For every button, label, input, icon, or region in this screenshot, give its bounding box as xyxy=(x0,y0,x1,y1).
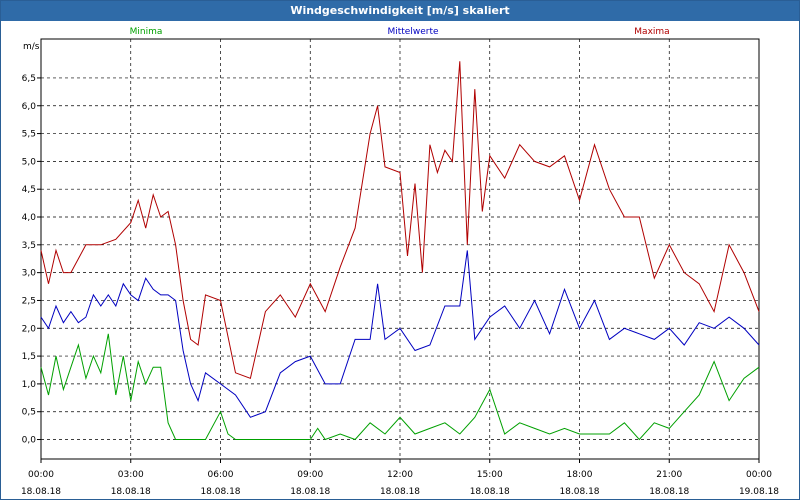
grid xyxy=(41,39,759,459)
y-tick-label: 1,5 xyxy=(22,352,36,362)
x-axis: 00:00 18.08.18 03:00 18.08.18 06:00 18.08.18 0… xyxy=(21,459,779,497)
legend-maxima: Maxima xyxy=(634,27,669,37)
x-tick-time: 03:00 xyxy=(118,470,144,480)
x-tick-date: 18.08.18 xyxy=(290,487,330,497)
y-tick-label: 2,5 xyxy=(22,296,36,306)
y-axis-label: m/s xyxy=(23,42,40,52)
x-tick-time: 00:00 xyxy=(28,470,54,480)
x-tick-date: 18.08.18 xyxy=(470,487,510,497)
series-line-mittelwerte xyxy=(40,250,760,418)
x-tick-date: 18.08.18 xyxy=(649,487,689,497)
y-tick-label: 3,5 xyxy=(22,241,36,251)
x-tick-time: 21:00 xyxy=(656,470,682,480)
x-tick-date: 18.08.18 xyxy=(111,487,151,497)
x-tick-date: 18.08.18 xyxy=(21,487,61,497)
x-tick-time: 18:00 xyxy=(567,470,593,480)
y-tick-label: 3,0 xyxy=(22,269,37,279)
x-tick-time: 09:00 xyxy=(297,470,323,480)
legend-minima: Minima xyxy=(130,27,163,37)
x-tick-date: 18.08.18 xyxy=(559,487,599,497)
series-line-minima xyxy=(40,333,760,441)
y-tick-label: 6,0 xyxy=(22,102,37,112)
y-tick-label: 4,5 xyxy=(22,185,36,195)
y-tick-label: 0,5 xyxy=(22,408,36,418)
y-axis: 0,0 0,5 1,0 1,5 2,0 2,5 3,0 3,5 4,0 4,5 5,0 5,5 6,0 6… xyxy=(22,74,41,446)
x-tick-time: 00:00 xyxy=(746,470,772,480)
y-tick-label: 5,0 xyxy=(22,157,37,167)
y-tick-label: 6,5 xyxy=(22,74,36,84)
y-tick-label: 0,0 xyxy=(22,436,37,446)
legend-mittelwerte: Mittelwerte xyxy=(387,27,438,37)
y-tick-label: 2,0 xyxy=(22,324,37,334)
y-tick-label: 1,0 xyxy=(22,380,37,390)
x-tick-date: 18.08.18 xyxy=(380,487,420,497)
series-line-maxima xyxy=(40,61,760,379)
x-tick-time: 06:00 xyxy=(208,470,234,480)
window-title: Windgeschwindigkeit [m/s] skaliert xyxy=(1,1,799,21)
x-tick-date: 19.08.18 xyxy=(739,487,779,497)
y-tick-label: 4,0 xyxy=(22,213,37,223)
x-tick-time: 12:00 xyxy=(387,470,413,480)
x-tick-time: 15:00 xyxy=(477,470,503,480)
series-layer xyxy=(40,61,760,441)
x-tick-date: 18.08.18 xyxy=(200,487,240,497)
y-tick-label: 5,5 xyxy=(22,130,36,140)
